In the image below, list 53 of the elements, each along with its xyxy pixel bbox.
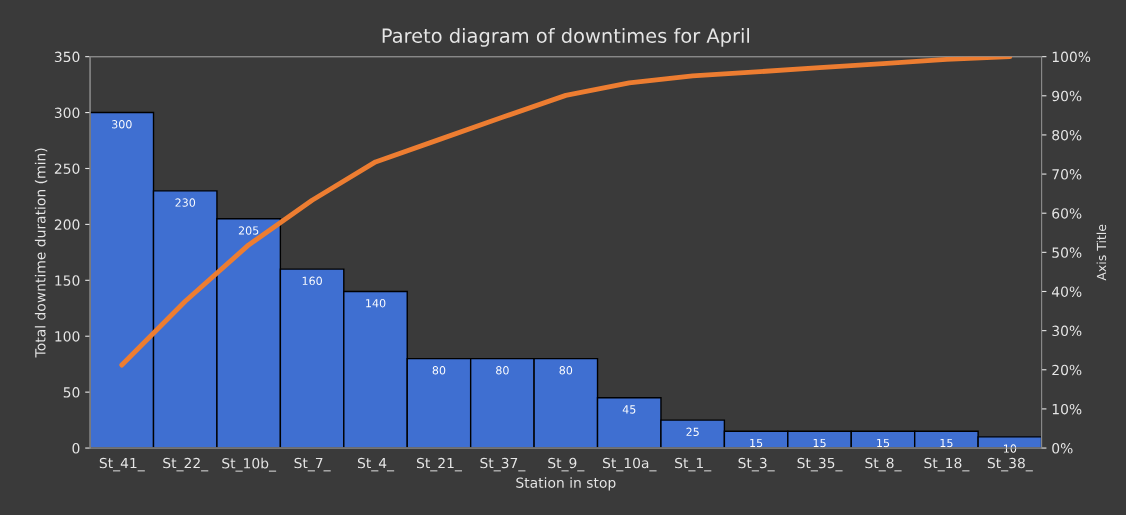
data-label: 15 bbox=[940, 438, 953, 448]
data-label: 15 bbox=[877, 438, 890, 448]
x-tick-label: St_37_ bbox=[480, 457, 526, 472]
data-label: 300 bbox=[112, 120, 132, 129]
y2-tick-label: 40% bbox=[1051, 286, 1082, 297]
data-label: 230 bbox=[175, 198, 196, 207]
y2-tick-label: 0% bbox=[1052, 443, 1073, 454]
data-label: 15 bbox=[813, 438, 826, 448]
x-tick-label: St_18_ bbox=[924, 457, 970, 472]
y-tick-label: 50 bbox=[63, 387, 80, 398]
x-tick-label: St_1_ bbox=[675, 457, 712, 472]
y2-tick-label: 30% bbox=[1052, 325, 1082, 337]
y2-tick-label: 20% bbox=[1052, 364, 1082, 376]
y2-axis-title: Axis Title bbox=[1096, 224, 1107, 281]
y-tick-label: 350 bbox=[54, 51, 80, 63]
x-tick-label: St_41_ bbox=[99, 457, 145, 472]
x-tick-label: St_38_ bbox=[987, 457, 1033, 472]
data-label: 25 bbox=[686, 427, 699, 436]
x-tick-label: St_10a_ bbox=[602, 457, 657, 472]
data-label: 160 bbox=[302, 276, 322, 286]
data-label: 15 bbox=[750, 438, 763, 448]
y2-tick-label: 100% bbox=[1052, 51, 1091, 63]
data-label: 80 bbox=[432, 366, 446, 375]
x-tick-label: St_4_ bbox=[357, 457, 395, 472]
x-tick-label: St_3_ bbox=[738, 457, 775, 472]
y2-tick-label: 10% bbox=[1052, 403, 1082, 415]
y-tick-label: 250 bbox=[54, 163, 80, 174]
y-tick-label: 300 bbox=[54, 107, 80, 119]
y-tick-label: 100 bbox=[55, 331, 80, 342]
data-label: 45 bbox=[622, 405, 636, 414]
x-tick-label: St_9_ bbox=[548, 457, 585, 472]
x-tick-label: St_10b_ bbox=[222, 457, 277, 472]
y2-tick-label: 80% bbox=[1052, 129, 1082, 141]
x-axis-title: Station in stop bbox=[516, 477, 616, 491]
y-tick-label: 200 bbox=[54, 219, 80, 230]
y2-tick-label: 60% bbox=[1052, 208, 1082, 219]
y2-tick-label: 90% bbox=[1052, 90, 1082, 102]
data-label: 80 bbox=[559, 366, 573, 375]
data-label: 80 bbox=[496, 366, 509, 375]
data-label: 205 bbox=[238, 226, 259, 235]
data-label: 140 bbox=[366, 298, 386, 308]
x-tick-label: St_8_ bbox=[865, 457, 902, 472]
x-tick-label: St_35_ bbox=[797, 457, 843, 472]
y-tick-label: 0 bbox=[72, 443, 80, 454]
x-tick-label: St_21_ bbox=[416, 457, 462, 472]
y-tick-label: 150 bbox=[55, 275, 80, 286]
y2-tick-label: 70% bbox=[1052, 169, 1082, 180]
y2-tick-label: 50% bbox=[1052, 247, 1082, 258]
data-label: 10 bbox=[1003, 444, 1017, 453]
x-tick-label: St_22_ bbox=[163, 457, 209, 472]
x-tick-label: St_7_ bbox=[294, 457, 331, 472]
chart-title: Pareto diagram of downtimes for April bbox=[382, 27, 749, 47]
y-axis-title: Total downtime duration (min) bbox=[34, 148, 48, 358]
